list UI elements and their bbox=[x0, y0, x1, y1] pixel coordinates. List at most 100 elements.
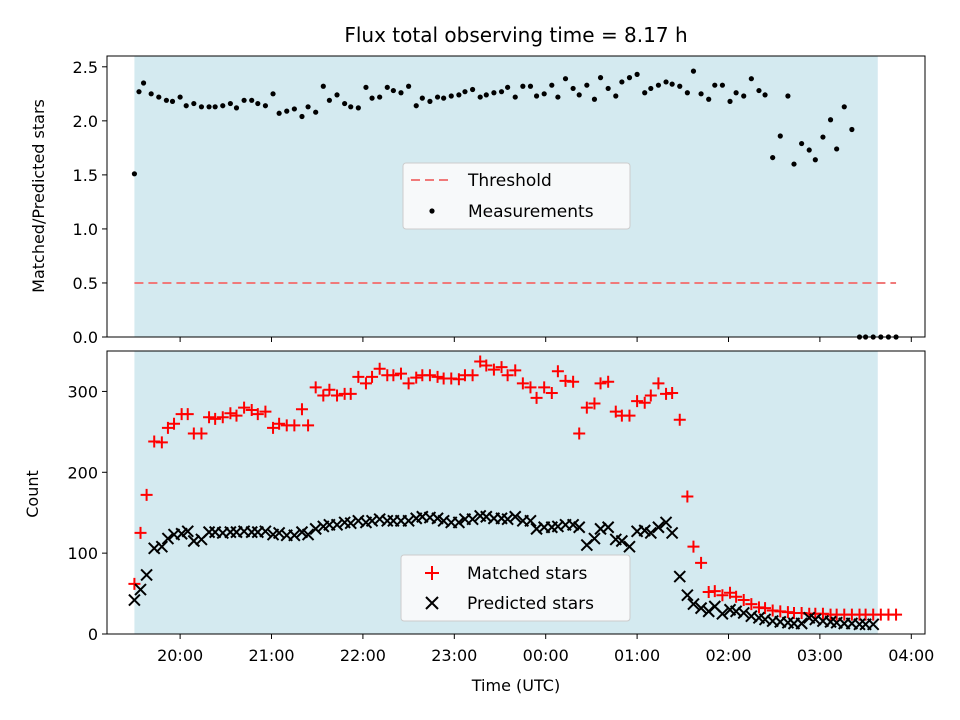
measurement-point bbox=[719, 82, 726, 88]
measurement-point bbox=[233, 105, 240, 111]
measurement-point bbox=[427, 98, 433, 104]
predicted-star-point bbox=[344, 517, 357, 530]
matched-star-point bbox=[588, 397, 601, 410]
matched-star-point bbox=[195, 427, 208, 440]
matched-star-point bbox=[259, 405, 272, 418]
measurement-point bbox=[642, 90, 648, 96]
y-tick-label: 2.0 bbox=[73, 112, 98, 131]
matched-star-point bbox=[495, 361, 508, 374]
measurement-point bbox=[299, 113, 305, 120]
measurement-point bbox=[255, 100, 261, 107]
measurement-point bbox=[533, 93, 540, 99]
matched-star-point bbox=[652, 377, 665, 390]
measurement-point bbox=[634, 71, 640, 77]
matched-star-point bbox=[567, 375, 580, 388]
x-tick-label: 01:00 bbox=[614, 646, 660, 665]
predicted-star-point bbox=[681, 588, 694, 602]
measurement-point bbox=[342, 100, 348, 107]
y-tick-label: 0.5 bbox=[73, 274, 98, 293]
matched-star-point bbox=[402, 377, 415, 390]
measurement-point bbox=[227, 100, 233, 107]
measurement-point bbox=[527, 83, 534, 89]
measurement-point bbox=[469, 86, 476, 93]
predicted-star-point bbox=[501, 512, 514, 526]
matched-star-point bbox=[134, 526, 147, 539]
matched-stars-points bbox=[128, 355, 903, 621]
matched-star-point bbox=[638, 396, 651, 409]
matched-star-point bbox=[309, 381, 322, 394]
y-tick-label: 1.0 bbox=[73, 220, 98, 239]
top-x-axis-ticks bbox=[179, 337, 912, 342]
predicted-star-point bbox=[155, 540, 169, 553]
matched-star-point bbox=[466, 369, 479, 382]
matched-star-point bbox=[609, 405, 622, 418]
measurement-point bbox=[163, 97, 170, 103]
measurement-point bbox=[276, 110, 282, 116]
matched-star-point bbox=[708, 585, 721, 598]
x-tick-label: 20:00 bbox=[157, 646, 203, 665]
measurement-point bbox=[483, 92, 489, 98]
matched-star-point bbox=[516, 377, 529, 390]
legend-measurements-swatch bbox=[429, 208, 435, 214]
y-tick-label: 0 bbox=[88, 625, 98, 644]
measurement-point bbox=[799, 140, 805, 147]
measurement-point bbox=[131, 171, 138, 177]
matched-star-point bbox=[394, 367, 407, 380]
predicted-star-point bbox=[665, 526, 679, 540]
measurement-point bbox=[313, 109, 319, 115]
measurement-point bbox=[613, 93, 619, 99]
matched-star-point bbox=[673, 413, 686, 426]
matched-star-point bbox=[452, 373, 465, 386]
measurement-point bbox=[562, 76, 569, 82]
matched-star-point bbox=[387, 369, 400, 382]
top-panel: 0.0 0.5 1.0 1.5 2.0 2.5 Matched/Predicted sta… bbox=[29, 55, 926, 347]
measurement-point bbox=[390, 87, 396, 94]
measurement-point bbox=[212, 104, 218, 110]
legend-matched-swatch bbox=[425, 566, 439, 580]
measurement-point bbox=[326, 97, 332, 103]
measurement-point bbox=[477, 94, 483, 100]
matched-star-point bbox=[644, 389, 657, 402]
measurement-point bbox=[520, 83, 526, 89]
measurement-point bbox=[456, 92, 462, 98]
measurement-point bbox=[140, 80, 147, 86]
matched-star-point bbox=[359, 377, 372, 390]
measurement-point bbox=[498, 89, 505, 95]
matched-star-point bbox=[551, 365, 564, 378]
matched-star-point bbox=[366, 370, 379, 383]
matched-star-point bbox=[431, 370, 444, 383]
measurement-point bbox=[491, 90, 497, 96]
matched-star-point bbox=[181, 408, 194, 421]
y-tick-label: 200 bbox=[67, 463, 98, 482]
y-tick-label: 100 bbox=[67, 544, 98, 563]
predicted-star-point bbox=[867, 618, 880, 631]
top-legend-box bbox=[402, 162, 631, 230]
predicted-star-point bbox=[452, 516, 466, 529]
measurement-point bbox=[434, 94, 441, 100]
predicted-star-point bbox=[402, 514, 415, 528]
bottom-legend: Matched stars Predicted stars bbox=[400, 554, 631, 622]
y-tick-label: 1.5 bbox=[73, 166, 98, 185]
y-tick-label: 2.5 bbox=[73, 58, 98, 77]
matched-star-point bbox=[317, 389, 330, 402]
matched-star-point bbox=[128, 577, 141, 590]
matched-star-point bbox=[288, 419, 301, 432]
measurement-point bbox=[706, 96, 712, 102]
measurement-point bbox=[183, 103, 189, 109]
predicted-star-point bbox=[288, 529, 301, 542]
matched-star-point bbox=[890, 608, 903, 621]
measurement-point bbox=[334, 92, 340, 98]
predicted-star-point bbox=[694, 601, 708, 615]
matched-star-point bbox=[681, 490, 694, 503]
measurement-point bbox=[785, 93, 791, 99]
measurement-point bbox=[597, 75, 604, 81]
matched-star-point bbox=[245, 404, 258, 417]
predicted-star-point bbox=[301, 528, 315, 541]
matched-star-point bbox=[423, 369, 436, 382]
measurement-point bbox=[262, 103, 269, 109]
measurement-point bbox=[177, 94, 183, 100]
measurement-point bbox=[626, 75, 633, 81]
measurement-point bbox=[320, 83, 326, 89]
matched-star-point bbox=[538, 381, 551, 394]
measurement-point bbox=[555, 94, 561, 100]
